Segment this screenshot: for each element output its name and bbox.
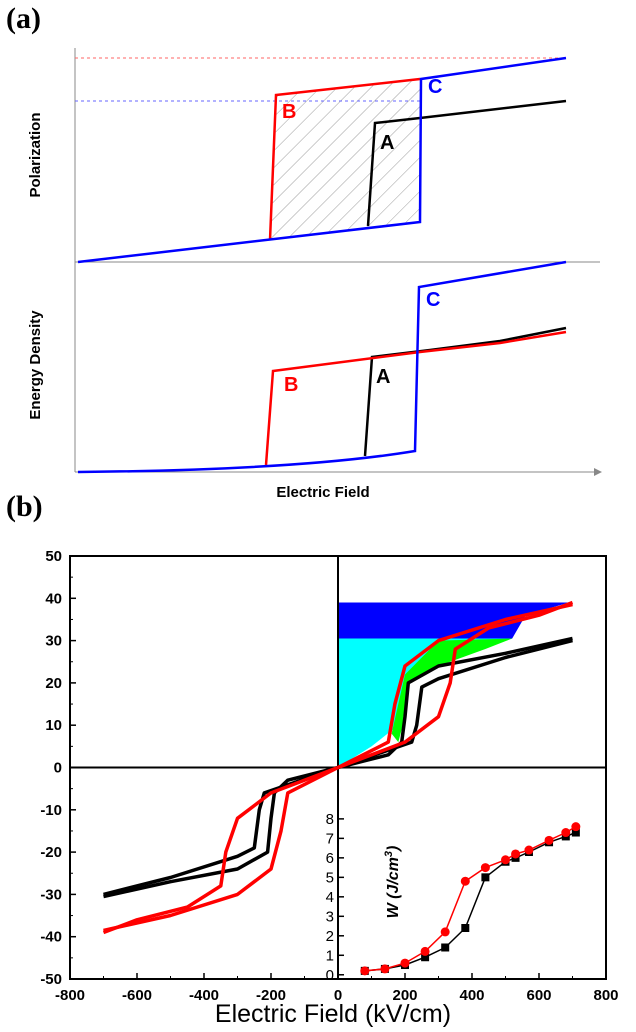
inset-marker-circle xyxy=(571,822,581,832)
inset-y-tick-label: 1 xyxy=(326,947,334,964)
loop-0-lower-branch xyxy=(103,636,573,897)
y-tick-label: -40 xyxy=(40,929,62,946)
x-tick-label: -200 xyxy=(256,987,286,1004)
loop-1-lower-branch xyxy=(103,600,574,933)
inset-marker-circle xyxy=(501,855,510,865)
x-tick-label: 800 xyxy=(593,987,618,1004)
inset-y-tick-label: 6 xyxy=(326,850,334,867)
inset-y-tick-label: 5 xyxy=(326,869,334,886)
x-tick-label: -600 xyxy=(122,987,152,1004)
x-tick-label: 600 xyxy=(526,987,551,1004)
curve-label-b-energy: B xyxy=(284,374,298,396)
y-tick-label: 30 xyxy=(45,633,62,650)
inset-marker-square xyxy=(571,828,580,837)
hysteresis-loops xyxy=(102,600,574,935)
fill-cyan xyxy=(338,638,513,768)
x-tick-label: -800 xyxy=(55,987,85,1004)
inset-ylabel: W (J/cm3) xyxy=(383,846,402,919)
panel-a-label: (a) xyxy=(6,2,41,35)
panel-b-label: (b) xyxy=(6,490,43,523)
loop-0-upper-branch xyxy=(103,638,573,899)
y-tick-label: -10 xyxy=(40,802,62,819)
curve-c-polarization xyxy=(77,56,567,264)
curve-a-polarization xyxy=(366,99,567,227)
y-tick-label: 20 xyxy=(45,675,62,692)
inset-y-tick-label: 7 xyxy=(326,830,334,847)
inset-marker-circle xyxy=(480,863,490,873)
inset-marker-circle xyxy=(360,966,370,976)
panel-b: -800 -600 -400 -200 0 200 400 600 800-50-40-30-2… xyxy=(40,548,618,1028)
inset-marker-circle xyxy=(524,845,534,855)
ylabel-polarization: Polarization xyxy=(27,112,44,197)
inset-marker-square xyxy=(461,924,470,933)
y-tick-label: 50 xyxy=(45,548,62,565)
curve-b-polarization xyxy=(268,77,421,241)
inset-y-tick-label: 8 xyxy=(326,811,334,828)
x-tick-label: 0 xyxy=(334,987,342,1004)
inset-marker-square xyxy=(481,873,490,882)
inset-marker-square xyxy=(421,953,430,962)
y-tick-label: 40 xyxy=(45,590,62,607)
ylabel-energy-density: Energy Density xyxy=(27,310,44,420)
fill-green xyxy=(391,638,513,743)
x-tick-label: 400 xyxy=(459,987,484,1004)
curve-label-a-energy: A xyxy=(376,366,390,388)
x-axis-arrow xyxy=(594,468,602,476)
y-tick-label: 0 xyxy=(54,760,62,777)
curve-c-energy xyxy=(77,260,567,474)
curve-label-c-energy: C xyxy=(426,289,440,311)
curve-label-b: B xyxy=(282,101,296,123)
xlabel-electric-field-b: Electric Field (kV/cm) xyxy=(215,1000,451,1028)
inset-chart: 0 1 2 3 4 5 6 7 8 xyxy=(326,811,581,984)
inset-marker-circle xyxy=(561,828,571,838)
inset-marker-circle xyxy=(420,946,430,956)
xlabel-electric-field-a: Electric Field xyxy=(276,484,369,501)
inset-marker-circle xyxy=(380,964,390,974)
curve-label-c: C xyxy=(428,76,442,98)
tick-labels: -800 -600 -400 -200 0 200 400 600 800-50-40-30-2… xyxy=(40,548,618,1004)
inset-marker-circle xyxy=(511,849,521,859)
fill-dark-blue xyxy=(338,602,570,639)
y-tick-label: -50 xyxy=(40,971,62,988)
inset-marker-circle xyxy=(544,835,554,845)
loop-1-upper-branch xyxy=(102,602,573,935)
inset-y-tick-label: 4 xyxy=(326,889,334,906)
inset-marker-square xyxy=(441,943,450,952)
x-tick-label: -400 xyxy=(189,987,219,1004)
filled-regions xyxy=(338,602,570,768)
panel-a-bottom: C A B Energy Density Electric Field xyxy=(27,260,602,501)
inset-y-tick-label: 2 xyxy=(326,928,334,945)
inset-y-tick-label: 0 xyxy=(326,967,334,984)
panel-a-top: B C A Polarization xyxy=(27,48,600,264)
hatched-area xyxy=(270,79,420,240)
curve-label-a: A xyxy=(380,132,394,154)
y-tick-label: -20 xyxy=(40,844,62,861)
inset-marker-circle xyxy=(460,876,470,886)
x-tick-label: 200 xyxy=(392,987,417,1004)
y-tick-label: -30 xyxy=(40,886,62,903)
inset-y-tick-label: 3 xyxy=(326,908,334,925)
inset-marker-circle xyxy=(440,927,450,937)
inset-marker-circle xyxy=(400,958,410,968)
curve-b-energy xyxy=(264,330,567,466)
y-tick-label: 10 xyxy=(45,717,62,734)
